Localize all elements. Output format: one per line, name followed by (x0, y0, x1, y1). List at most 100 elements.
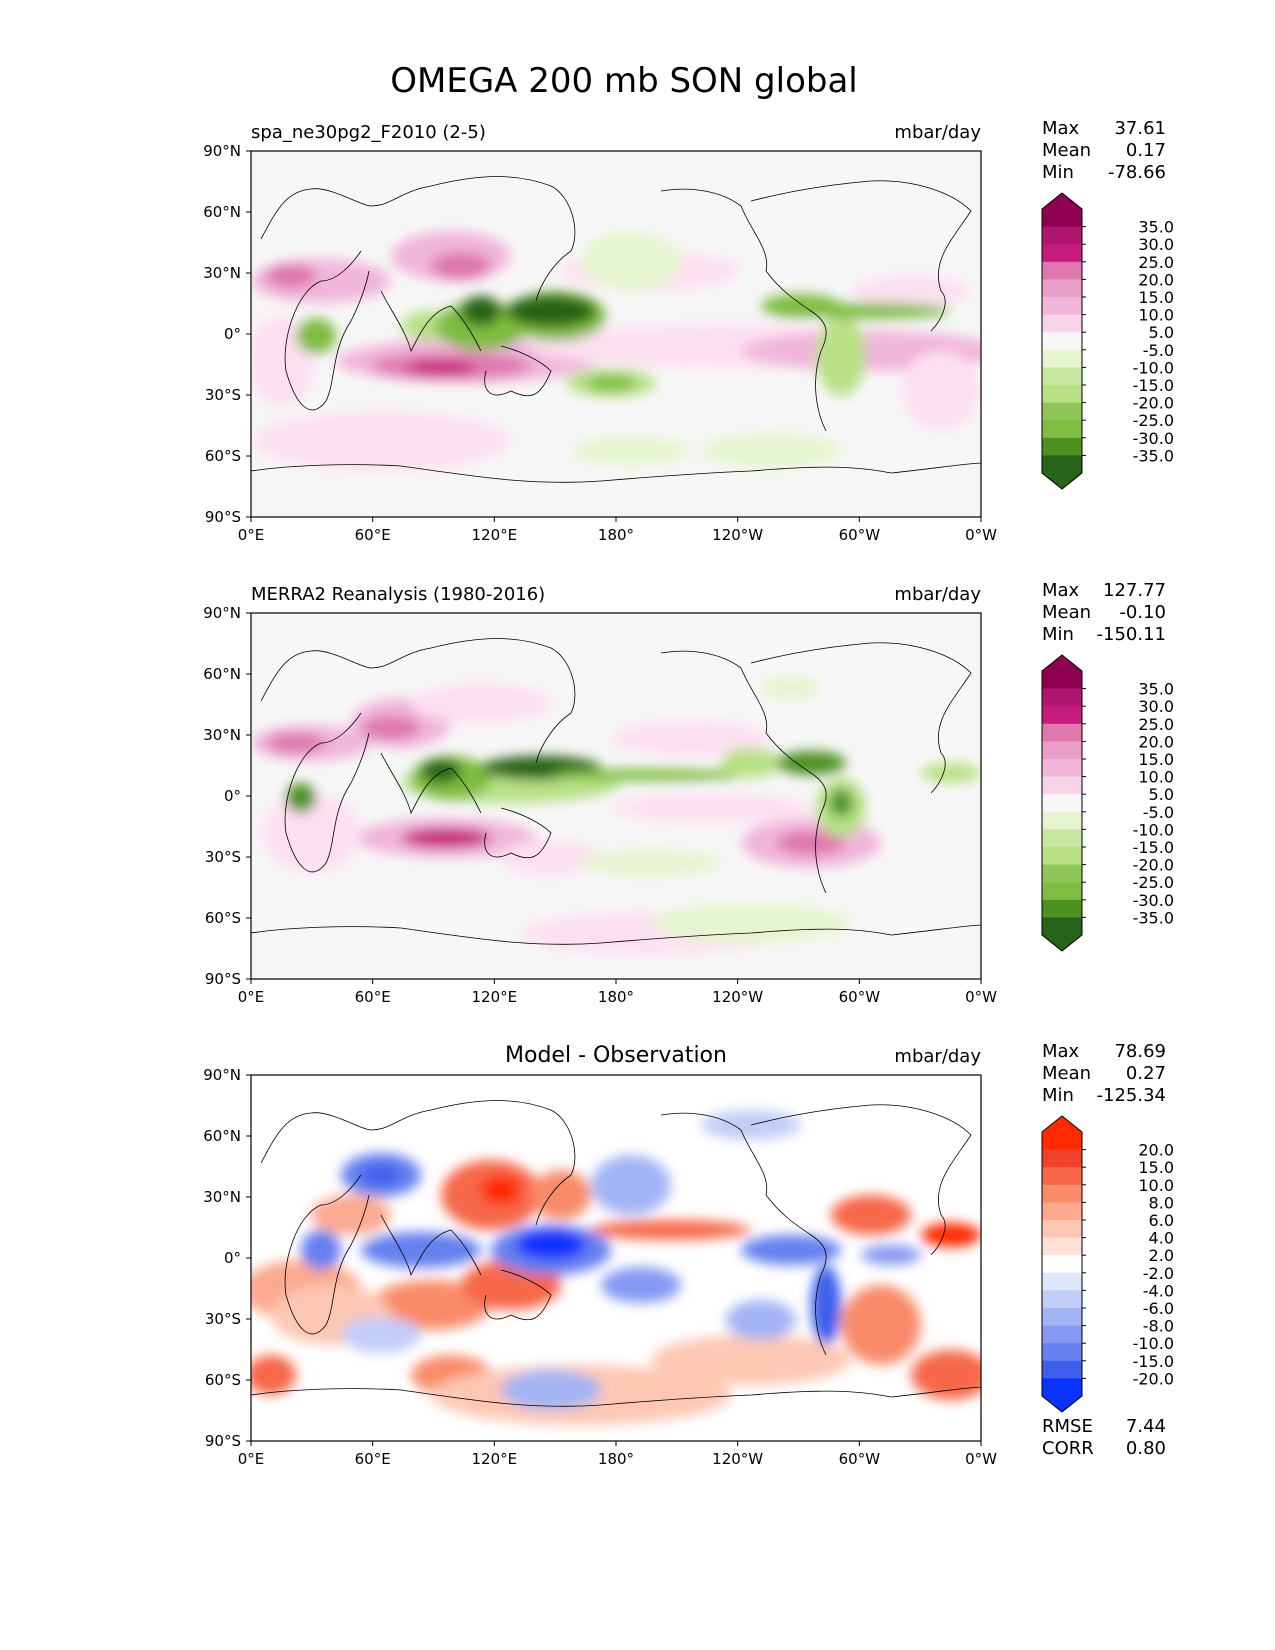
colorbar-cell (1042, 297, 1082, 316)
lon-axis: 0°E 60°E 120°E 180° 120°W 60°W 0°W (238, 979, 997, 1006)
colorbar-label: 35.0 (1138, 218, 1174, 237)
colorbar-bottom-cap (1042, 935, 1082, 951)
colorbar-cell (1042, 1290, 1082, 1309)
panel-observation: MERRA2 Reanalysis (1980-2016) mbar/day (203, 584, 997, 1006)
rmse-value: 7.44 (1126, 1416, 1166, 1437)
colorbar-label: -25.0 (1133, 873, 1174, 892)
lon-tick-label: 120°W (712, 1450, 763, 1468)
lat-tick-label: 60°S (205, 909, 241, 927)
panel-units: mbar/day (894, 122, 981, 143)
colorbar-cell (1042, 1255, 1082, 1274)
colorbar-label: 30.0 (1138, 235, 1174, 254)
colorbar-label: -30.0 (1133, 891, 1174, 910)
colorbar-label: -5.0 (1143, 803, 1174, 822)
panel-units: mbar/day (894, 1046, 981, 1067)
colorbar-cell (1042, 759, 1082, 778)
colorbar-cell (1042, 882, 1082, 901)
panel-units: mbar/day (894, 584, 981, 605)
lon-axis: 0°E 60°E 120°E 180° 120°W 60°W 0°W (238, 517, 997, 544)
lon-tick-label: 60°E (355, 988, 391, 1006)
map-field (251, 151, 981, 517)
colorbar-label: -10.0 (1133, 1334, 1174, 1353)
side-panel-difference: Max 78.69 Mean 0.27 Min -125.34 20.015.0… (1041, 1041, 1174, 1459)
colorbar-label: -8.0 (1143, 1317, 1174, 1336)
colorbar-label: 15.0 (1138, 288, 1174, 307)
colorbar-cell (1042, 688, 1082, 707)
colorbar-cell (1042, 226, 1082, 245)
panel-center-title: Model - Observation (505, 1043, 727, 1068)
colorbar-label: 15.0 (1138, 750, 1174, 769)
colorbar-label: -5.0 (1143, 341, 1174, 360)
stat-min-label: Min (1042, 624, 1074, 645)
colorbar-cell (1042, 864, 1082, 883)
colorbar-cell (1042, 1360, 1082, 1379)
map-field (251, 1075, 981, 1441)
lon-tick-label: 60°W (839, 988, 881, 1006)
colorbar-bottom-cap (1042, 473, 1082, 489)
lat-tick-label: 90°S (205, 508, 241, 526)
stat-max-label: Max (1042, 118, 1080, 139)
stat-max-value: 78.69 (1114, 1041, 1166, 1062)
colorbar-label: -10.0 (1133, 358, 1174, 377)
colorbar-label: -4.0 (1143, 1281, 1174, 1300)
colorbar-cell (1042, 741, 1082, 760)
corr-value: 0.80 (1126, 1438, 1166, 1459)
colorbar-top-cap (1042, 1116, 1082, 1132)
lat-axis: 90°N 60°N 30°N 0° 30°S 60°S 90°S (203, 1066, 251, 1450)
stat-min-label: Min (1042, 162, 1074, 183)
lat-tick-label: 90°N (203, 604, 241, 622)
colorbar-label: -35.0 (1133, 908, 1174, 927)
lat-tick-label: 30°S (205, 848, 241, 866)
colorbar-cell (1042, 420, 1082, 439)
lon-tick-label: 60°W (839, 526, 881, 544)
map-field (251, 613, 981, 979)
colorbar-cell (1042, 1167, 1082, 1186)
colorbar-cell (1042, 349, 1082, 368)
colorbar-cell (1042, 1308, 1082, 1327)
colorbar-cell (1042, 209, 1082, 228)
lon-tick-label: 180° (598, 988, 634, 1006)
lon-tick-label: 120°E (472, 1450, 518, 1468)
lon-tick-label: 60°E (355, 526, 391, 544)
colorbar-cell (1042, 244, 1082, 263)
lon-tick-label: 120°E (472, 988, 518, 1006)
colorbar-label: 30.0 (1138, 697, 1174, 716)
colorbar-label: 5.0 (1149, 323, 1174, 342)
colorbar-cell (1042, 367, 1082, 386)
colorbar-cell (1042, 811, 1082, 830)
colorbar-label: -15.0 (1133, 1352, 1174, 1371)
colorbar-label: -25.0 (1133, 411, 1174, 430)
colorbar-cell (1042, 1343, 1082, 1362)
colorbar-cell (1042, 314, 1082, 333)
panel-left-title: MERRA2 Reanalysis (1980-2016) (251, 584, 545, 605)
colorbar-label: 35.0 (1138, 680, 1174, 699)
colorbar-label: -35.0 (1133, 446, 1174, 465)
lon-axis: 0°E 60°E 120°E 180° 120°W 60°W 0°W (238, 1441, 997, 1468)
colorbar-cell (1042, 1237, 1082, 1256)
lat-tick-label: 90°S (205, 970, 241, 988)
lon-tick-label: 0°E (238, 526, 265, 544)
colorbar-cell (1042, 776, 1082, 795)
colorbar-label: -15.0 (1133, 838, 1174, 857)
colorbar-outline (1041, 654, 1083, 952)
colorbar-label: -20.0 (1133, 856, 1174, 875)
stat-mean-value: -0.10 (1119, 602, 1166, 623)
stat-min-value: -78.66 (1108, 162, 1166, 183)
stat-max-label: Max (1042, 1041, 1080, 1062)
lon-tick-label: 0°E (238, 988, 265, 1006)
lat-tick-label: 60°N (203, 203, 241, 221)
colorbar-label: 20.0 (1138, 270, 1174, 289)
lat-tick-label: 60°S (205, 447, 241, 465)
colorbar-label: -20.0 (1133, 1369, 1174, 1388)
colorbar-cell (1042, 917, 1082, 936)
colorbar: 35.030.025.020.015.010.05.0-5.0-10.0-15.… (1041, 654, 1174, 952)
stat-min-value: -150.11 (1097, 624, 1166, 645)
colorbar-cell (1042, 1325, 1082, 1344)
colorbar-cell (1042, 706, 1082, 725)
stat-max-value: 127.77 (1103, 580, 1166, 601)
colorbar-cell (1042, 1132, 1082, 1151)
colorbar-cell (1042, 829, 1082, 848)
colorbar-top-cap (1042, 193, 1082, 209)
rmse-label: RMSE (1042, 1416, 1093, 1437)
